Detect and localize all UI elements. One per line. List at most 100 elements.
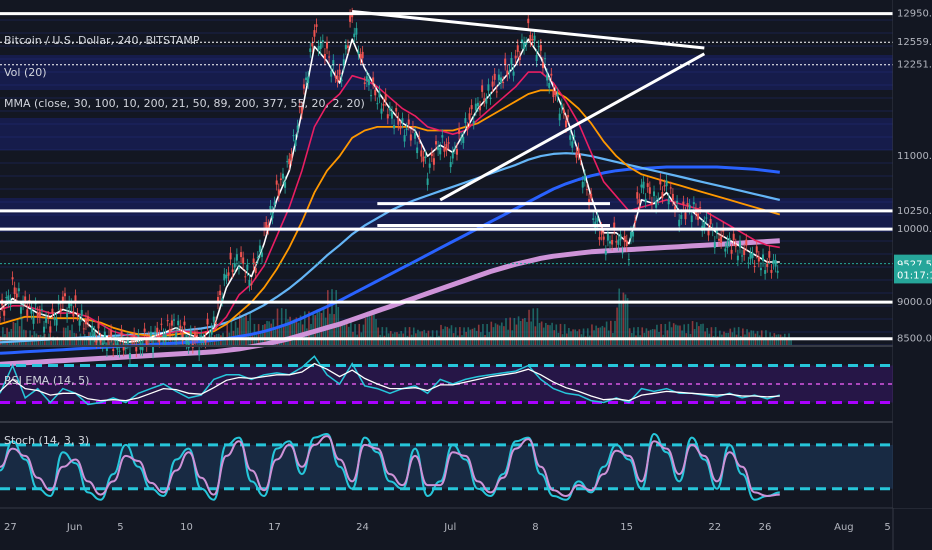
price-tick-label: 10000.00 (897, 224, 932, 235)
candle-body (336, 75, 339, 82)
volume-bar (410, 334, 413, 346)
candle-body (206, 318, 209, 325)
candle-body (361, 51, 364, 59)
candle-body (160, 323, 163, 325)
candle-body (281, 173, 284, 179)
volume-bar (461, 335, 463, 346)
volume-bar (781, 336, 784, 346)
volume-bar (375, 319, 377, 346)
volume-bar (467, 327, 470, 346)
candle-body (307, 76, 310, 84)
volume-bar (295, 317, 298, 346)
candle-body (397, 118, 400, 125)
candle-body (407, 119, 410, 125)
candle-body (370, 95, 373, 97)
candle-body (267, 225, 270, 229)
candle-body (541, 62, 544, 69)
volume-bar (549, 325, 551, 346)
price-tick-label: 12950.00 (897, 9, 932, 20)
candle-body (288, 158, 291, 165)
candle-body (774, 260, 777, 267)
volume-bar (373, 311, 375, 346)
candle-body (535, 55, 538, 61)
candle-body (667, 198, 670, 205)
volume-bar (494, 323, 497, 346)
time-axis[interactable]: 27 Jun 5 10 17 24 Jul 8 15 22 26 Aug 5 (4, 522, 891, 533)
candle-body (525, 42, 528, 46)
candle-body (416, 147, 419, 154)
candle-body (152, 346, 155, 353)
candle-body (351, 13, 354, 18)
volume-bar (362, 324, 365, 346)
candle-body (537, 46, 540, 48)
volume-bar (62, 327, 65, 346)
volume-bar (274, 326, 277, 346)
candle-body (523, 42, 526, 49)
stoch-d-line (0, 435, 780, 498)
countdown-label: 01:17:11 (897, 270, 932, 281)
candle-body (179, 325, 182, 328)
volume-bar (714, 327, 717, 346)
candle-body (374, 89, 377, 96)
candle-body (466, 127, 469, 130)
candle-body (581, 181, 584, 188)
volume-bar (706, 327, 709, 346)
candle-body (376, 103, 379, 105)
volume-bar (454, 327, 457, 346)
candle-body (642, 181, 645, 189)
candle-body (598, 236, 601, 240)
rsi-pane[interactable] (0, 355, 893, 406)
volume-bar (679, 325, 681, 346)
trendline[interactable] (439, 52, 706, 202)
candle-body (514, 55, 517, 59)
volume-bar (473, 327, 476, 346)
volume-bar (519, 320, 522, 346)
candle-body (309, 48, 312, 52)
candle-body (40, 308, 43, 310)
candle-body (646, 183, 649, 187)
grid-band (0, 55, 893, 90)
candle-body (776, 270, 779, 273)
candle-body (208, 335, 211, 337)
candle-body (665, 180, 668, 187)
candle-body (678, 219, 681, 227)
volume-bar (262, 324, 264, 346)
volume-bar (324, 317, 327, 346)
volume-bar (702, 323, 704, 346)
horizontal-levels[interactable] (0, 12, 893, 341)
volume-bar (622, 292, 625, 346)
volume-bar (735, 334, 738, 346)
candle-body (120, 330, 123, 337)
volume-bar (700, 324, 702, 346)
triangle-trendlines[interactable] (352, 9, 706, 202)
candle-body (629, 232, 632, 239)
volume-bar (563, 324, 566, 346)
volume-bar (138, 339, 140, 346)
candle-body (506, 70, 509, 76)
candle-body (231, 269, 234, 273)
price-axis-background (893, 0, 932, 508)
volume-bar (20, 318, 23, 346)
candle-body (640, 184, 643, 188)
stoch-pane[interactable] (0, 432, 893, 501)
volume-bar (113, 335, 115, 346)
candle-body (730, 249, 733, 254)
volume-bar (299, 315, 302, 346)
candle-body (569, 135, 572, 140)
trendline[interactable] (352, 9, 705, 50)
volume-bar (14, 323, 17, 346)
candle-body (17, 288, 20, 292)
volume-bar (551, 322, 553, 346)
volume-bar (52, 336, 55, 346)
price-axis[interactable]: 12950.00 12559.21 12251.42 11000.00 10250.00… (0, 0, 932, 508)
chart-title: Bitcoin / U.S. Dollar, 240, BITSTAMP (4, 34, 200, 47)
candle-body (344, 44, 347, 50)
candle-body (175, 332, 178, 340)
candle-body (661, 192, 664, 198)
candle-body (72, 311, 75, 317)
candle-body (198, 350, 201, 356)
volume-bar (303, 311, 306, 346)
candle-body (378, 91, 381, 98)
volume-bar (289, 316, 291, 346)
